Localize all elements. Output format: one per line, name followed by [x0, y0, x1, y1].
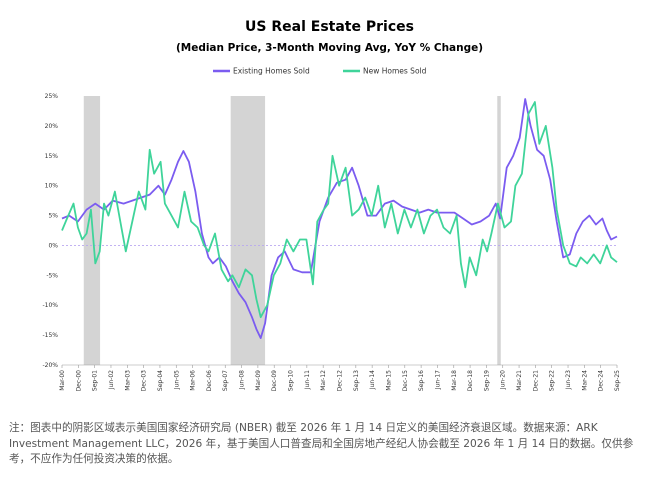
- recession-band-2: [230, 96, 266, 365]
- y-tick-label: -15%: [42, 332, 58, 339]
- footnote: 注：图表中的阴影区域表示美国国家经济研究局 (NBER) 截至 2026 年 1…: [9, 422, 634, 465]
- x-tick-label: Sep-13: [353, 370, 360, 391]
- x-tick-label: Dec-03: [141, 370, 148, 392]
- recession-shading: [83, 96, 501, 365]
- x-tick-label: Jun-05: [173, 370, 180, 390]
- x-tick-label: Sep-19: [483, 370, 490, 391]
- y-tick-label: -5%: [46, 272, 58, 279]
- x-tick-label: Jun-20: [500, 370, 507, 390]
- chart-subtitle: (Median Price, 3-Month Moving Avg, YoY %…: [176, 42, 483, 54]
- series: [61, 98, 618, 339]
- x-tick-label: Mar-03: [124, 370, 131, 391]
- y-tick-label: -10%: [42, 302, 58, 309]
- x-tick-label: Dec-24: [598, 370, 605, 392]
- axes: -20% -15% -10% -5% 0% 5% 10% 15% 20% 25% Mar-00 Dec…: [42, 93, 621, 391]
- y-tick-label: 5%: [48, 213, 58, 220]
- x-tick-label: Sep-16: [418, 370, 425, 391]
- x-tick-label: Dec-06: [206, 370, 213, 392]
- chart: US Real Estate Prices (Median Price, 3-M…: [42, 19, 621, 391]
- series-line-new-homes: [61, 101, 618, 319]
- x-tick-label: Sep-10: [288, 370, 295, 391]
- legend: Existing Homes Sold New Homes Sold: [213, 67, 427, 76]
- x-tick-label: Sep-01: [92, 370, 99, 391]
- y-tick-label: 20%: [45, 123, 59, 130]
- x-tick-label: Mar-21: [516, 370, 523, 391]
- y-tick-label: -20%: [42, 362, 58, 369]
- line-chart: US Real Estate Prices (Median Price, 3-M…: [42, 19, 621, 391]
- x-tick-label: Dec-00: [75, 370, 82, 392]
- x-tick-label: Jun-17: [434, 370, 441, 390]
- x-tick-label: Jun-14: [369, 370, 376, 390]
- x-tick-label: Jun-08: [239, 370, 246, 390]
- x-tick-label: Jun-23: [565, 370, 572, 390]
- legend-label-new: New Homes Sold: [363, 67, 427, 76]
- x-tick-label: Mar-12: [320, 370, 327, 391]
- x-tick-label: Jun-11: [304, 370, 311, 390]
- x-tick-label: Mar-24: [581, 370, 588, 391]
- x-tick-label: Sep-22: [549, 370, 556, 391]
- x-tick-label: Mar-06: [190, 370, 197, 391]
- x-tick-label: Mar-18: [451, 370, 458, 391]
- series-line-existing-homes: [61, 98, 618, 339]
- recession-band-3: [497, 96, 501, 365]
- x-tick-label: Dec-09: [271, 370, 278, 392]
- y-tick-label: 0%: [48, 242, 58, 249]
- y-tick-label: 10%: [45, 183, 59, 190]
- y-tick-label: 15%: [45, 153, 59, 160]
- x-tick-label: Dec-21: [532, 370, 539, 392]
- x-tick-label: Mar-09: [255, 370, 262, 391]
- x-tick-label: Dec-18: [467, 370, 474, 392]
- chart-title: US Real Estate Prices: [245, 19, 414, 35]
- legend-label-existing: Existing Homes Sold: [233, 67, 310, 76]
- x-tick-label: Sep-04: [157, 370, 164, 391]
- x-tick-label: Sep-07: [222, 370, 229, 391]
- x-tick-label: Jun-02: [108, 370, 115, 390]
- x-tick-label: Dec-15: [402, 370, 409, 392]
- y-tick-label: 25%: [45, 93, 59, 100]
- x-tick-label: Dec-12: [337, 370, 344, 392]
- x-tick-label: Mar-15: [385, 370, 392, 391]
- x-tick-label: Sep-25: [614, 370, 621, 391]
- x-tick-label: Mar-00: [59, 370, 66, 391]
